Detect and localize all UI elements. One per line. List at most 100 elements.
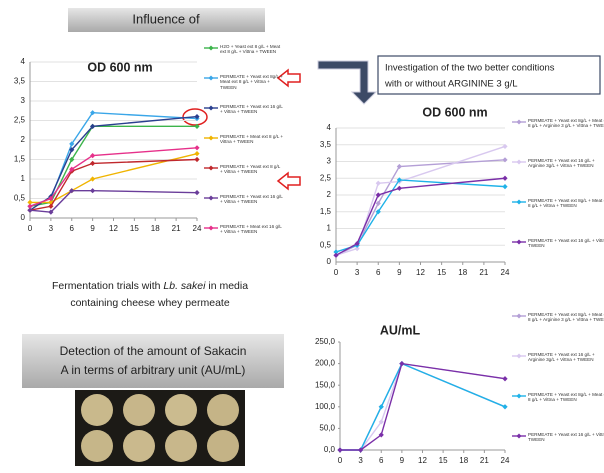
point <box>375 192 381 198</box>
y-tick-label: 50,0 <box>319 424 335 433</box>
y-tick-label: 100,0 <box>315 402 336 411</box>
point <box>502 157 508 163</box>
point <box>90 176 96 182</box>
y-tick-label: 2,5 <box>320 173 332 182</box>
legend-marker <box>516 433 522 439</box>
point <box>502 404 508 410</box>
x-tick-label: 6 <box>379 456 384 465</box>
x-tick-label: 21 <box>479 268 488 277</box>
x-tick-label: 18 <box>459 456 468 465</box>
legend-text: PERMEATE + Yeast ext 16 g/L + Vittna + T… <box>220 194 283 205</box>
legend-item: PERMEATE + Yeast ext 16 g/L + Vittna + T… <box>220 104 283 114</box>
plates-photo <box>75 390 245 466</box>
point <box>354 246 360 252</box>
legend-text: PERMEATE + Yeast ext 8g/L + Meat ext 8 g… <box>528 312 604 323</box>
legend-item: PERMEATE + Yeast ext 8g/L + Meat ext 8 g… <box>528 118 604 129</box>
legend-item: PERMEATE + Yeast ext 8g/L + Meat ext 8 g… <box>220 74 283 90</box>
caption-part: Fermentation trials with <box>52 280 163 292</box>
annotation-text: Investigation of the two better conditio… <box>385 63 555 74</box>
legend-text: PERMEATE + Yeast ext 8g/L + Meat ext 8 g… <box>528 392 604 403</box>
legend-marker <box>208 45 214 51</box>
point <box>502 143 508 150</box>
red-circle <box>182 108 208 126</box>
legend-text: PERMEATE + Yeast ext 8g/L + Meat ext 8 g… <box>528 118 604 129</box>
point <box>378 432 384 438</box>
x-tick-label: 24 <box>193 224 202 233</box>
point <box>396 185 402 191</box>
legend-marker <box>516 393 522 399</box>
x-tick-label: 15 <box>439 456 448 465</box>
legend-marker <box>516 239 522 245</box>
legend-marker <box>208 165 214 171</box>
legend-text: PERMEATE + Yeast ext 16 g/L + Vittna + T… <box>528 238 604 249</box>
series-line <box>340 362 506 451</box>
point <box>358 447 364 453</box>
y-tick-label: 2 <box>327 190 332 199</box>
legend-item: PERMEATE + Yeast ext 8g/L + Meat ext 8 g… <box>528 392 604 403</box>
y-tick-label: 2,5 <box>14 116 26 125</box>
legend-marker <box>516 353 522 359</box>
point <box>396 163 402 170</box>
point <box>396 177 402 183</box>
legend-item: H2O + Yeast ext 8 g/L + Meat ext 8 g/L +… <box>220 44 281 55</box>
x-tick-label: 24 <box>501 456 510 465</box>
y-tick-label: 2 <box>21 135 26 144</box>
point <box>502 184 508 190</box>
x-tick-label: 12 <box>109 224 118 233</box>
y-tick-label: 200,0 <box>315 359 336 368</box>
y-tick-label: 0,5 <box>320 240 332 249</box>
point <box>378 419 384 425</box>
point <box>69 188 75 194</box>
point <box>375 209 381 215</box>
series-line <box>340 362 506 451</box>
y-tick-label: 3 <box>21 96 26 105</box>
x-tick-label: 3 <box>358 456 363 465</box>
caption-part: in media <box>205 280 248 292</box>
legend-marker <box>208 135 214 141</box>
x-tick-label: 0 <box>334 268 339 277</box>
chart-title: AU/mL <box>380 323 421 337</box>
x-tick-label: 3 <box>49 224 54 233</box>
legend-item: PERMEATE + Yeast ext 16 g/L + Vittna + T… <box>528 238 604 249</box>
legend-text: H2O + Yeast ext 8 g/L + Meat ext 8 g/L +… <box>220 44 281 55</box>
y-tick-label: 0,0 <box>324 445 336 454</box>
x-tick-label: 0 <box>28 224 33 233</box>
series-line <box>340 362 506 451</box>
caption: Fermentation trials with Lb. sakei in me… <box>52 280 248 292</box>
red-arrow <box>276 171 301 191</box>
x-tick-label: 12 <box>416 268 425 277</box>
legend-text: PERMEATE + Yeast ext 16 g/L + Vittna + T… <box>528 432 604 443</box>
series-line <box>29 147 198 207</box>
y-tick-label: 250,0 <box>315 337 336 346</box>
y-tick-label: 3 <box>327 157 332 166</box>
legend-marker <box>516 199 522 205</box>
x-tick-label: 3 <box>355 268 360 277</box>
x-tick-label: 18 <box>458 268 467 277</box>
point <box>90 123 96 129</box>
point <box>90 188 96 194</box>
x-tick-label: 21 <box>480 456 489 465</box>
point <box>375 200 381 206</box>
legend-marker <box>208 75 214 81</box>
y-tick-label: 1,5 <box>14 155 26 164</box>
point <box>194 123 200 129</box>
legend-marker <box>208 225 214 231</box>
legend-item: PERMEATE + Yeast ext 8 g/L + Vittna + TW… <box>220 164 281 175</box>
point <box>69 147 75 153</box>
x-tick-label: 21 <box>172 224 181 233</box>
point <box>90 160 96 166</box>
red-arrow <box>276 68 301 88</box>
series-line <box>340 362 506 451</box>
x-tick-label: 24 <box>501 268 510 277</box>
legend-text: PERMEATE + Yeast ext 16 g/L + Arginine 3… <box>528 158 595 169</box>
point <box>27 203 33 209</box>
point <box>375 180 381 186</box>
legend-text: PERMEATE + Yeast ext 8 g/L + Vittna + TW… <box>220 164 281 175</box>
legend-marker <box>208 195 214 201</box>
legend-item: PERMEATE + Meat ext 8 g/L + Vittna + TWE… <box>220 134 284 145</box>
legend-text: PERMEATE + Meat ext 8 g/L + Vittna + TWE… <box>220 134 284 145</box>
y-tick-label: 0,5 <box>14 194 26 203</box>
x-tick-label: 6 <box>70 224 75 233</box>
legend-item: PERMEATE + Yeast ext 16 g/L + Arginine 3… <box>528 158 595 169</box>
